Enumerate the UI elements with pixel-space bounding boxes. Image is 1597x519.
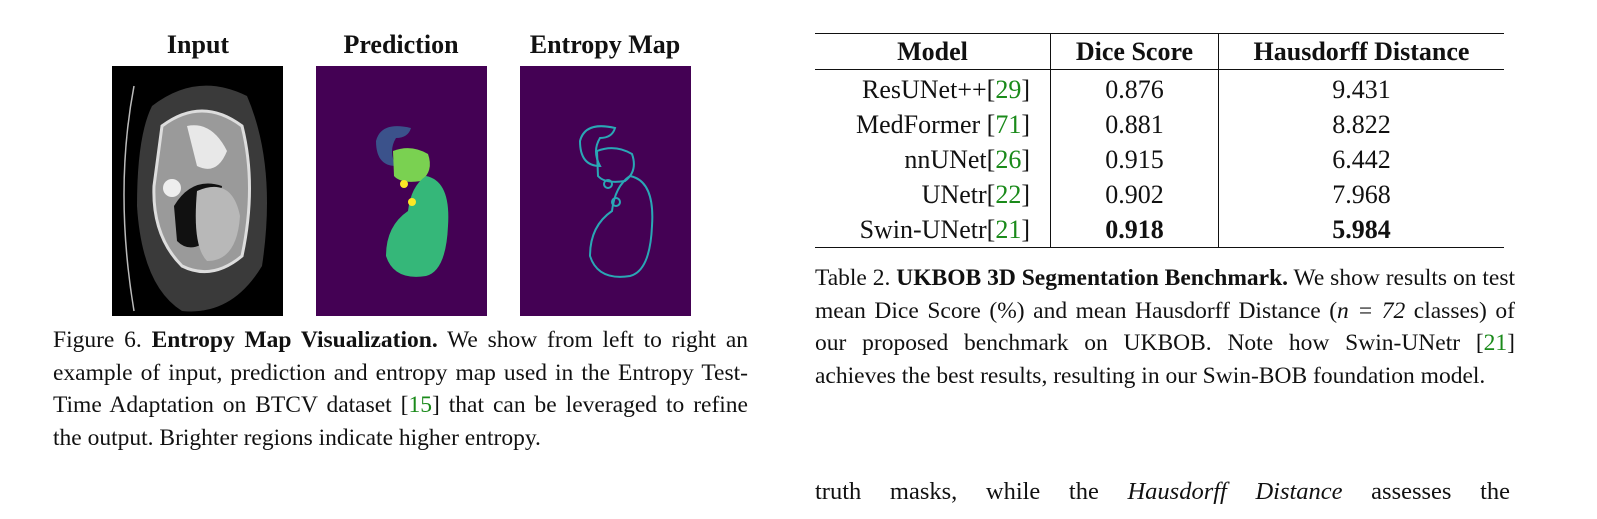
- model-name: Swin-UNetr: [859, 214, 987, 244]
- citation-link[interactable]: 26: [995, 144, 1022, 174]
- table-row: Swin-UNetr[21] 0.918 5.984: [815, 212, 1504, 248]
- caption-text: classes) of our proposed benchmark on UK…: [815, 297, 1515, 357]
- cell-dice: 0.876: [1050, 69, 1219, 107]
- body-text: truth masks, while the Hausdorff Distanc…: [815, 476, 1510, 509]
- panel-title-prediction: Prediction: [343, 30, 459, 59]
- caption-title: UKBOB 3D Segmentation Benchmark.: [896, 265, 1289, 291]
- caption-title: Entropy Map Visualization.: [151, 327, 438, 353]
- header-model: Model: [815, 33, 1051, 70]
- model-name: nnUNet: [904, 144, 987, 174]
- table-row: UNetr[22] 0.902 7.968: [815, 177, 1504, 212]
- figure-caption: Figure 6. Entropy Map Visualization. We …: [53, 324, 748, 454]
- cell-dice: 0.918: [1050, 212, 1219, 248]
- model-name: ResUNet++: [862, 74, 987, 104]
- body-text-part: assesses the: [1342, 478, 1510, 505]
- table-row: ResUNet++[29] 0.876 9.431: [815, 69, 1504, 107]
- citation-link[interactable]: 21: [1483, 330, 1508, 356]
- citation-link[interactable]: 15: [408, 392, 433, 418]
- caption-text: ] achieves the best results, resulting i…: [815, 330, 1515, 389]
- ct-input-image: [112, 66, 283, 316]
- cell-hausdorff: 6.442: [1332, 144, 1391, 174]
- body-text-part: truth masks, while the: [815, 478, 1128, 505]
- cell-hausdorff: 5.984: [1332, 214, 1391, 244]
- cell-model: Swin-UNetr[21]: [815, 212, 1051, 248]
- header-hausdorff: Hausdorff Distance: [1218, 33, 1504, 70]
- caption-math: n = 72: [1337, 297, 1406, 324]
- body-text-italic: Hausdorff Distance: [1127, 478, 1343, 505]
- model-name: UNetr: [921, 179, 987, 209]
- citation-link[interactable]: 71: [995, 109, 1022, 139]
- cell-hausdorff: 8.822: [1332, 109, 1391, 139]
- benchmark-table: Model Dice Score Hausdorff Distance ResU…: [815, 33, 1504, 248]
- cell-hausdorff: 9.431: [1332, 74, 1391, 104]
- cell-dice: 0.902: [1050, 177, 1219, 212]
- citation-link[interactable]: 22: [995, 179, 1022, 209]
- caption-text: We show results on test mean Dice Score …: [815, 265, 1515, 324]
- citation-link[interactable]: 29: [995, 74, 1022, 104]
- prediction-image: [316, 66, 487, 316]
- cell-model: MedFormer [71]: [815, 107, 1051, 142]
- table-row: MedFormer [71] 0.881 8.822: [815, 107, 1504, 142]
- table-row: nnUNet[26] 0.915 6.442: [815, 142, 1504, 177]
- caption-text: We show from left to right an example of…: [53, 327, 749, 418]
- panel-title-input: Input: [166, 30, 230, 59]
- sep: [980, 110, 987, 139]
- cell-model: nnUNet[26]: [815, 142, 1051, 177]
- cell-model: UNetr[22]: [815, 177, 1051, 212]
- cell-hausdorff: 7.968: [1332, 179, 1391, 209]
- cell-dice: 0.915: [1050, 142, 1219, 177]
- caption-text: ] that can be leveraged to refine the ou…: [53, 392, 748, 451]
- citation-link[interactable]: 21: [995, 214, 1022, 244]
- entropy-map-image: [520, 66, 691, 316]
- cell-dice: 0.881: [1050, 107, 1219, 142]
- cell-model: ResUNet++[29]: [815, 69, 1051, 107]
- model-name: MedFormer: [855, 109, 981, 139]
- caption-label: Table 2.: [815, 265, 891, 291]
- panel-title-entropy: Entropy Map: [529, 30, 681, 59]
- header-dice: Dice Score: [1050, 33, 1219, 70]
- caption-label: Figure 6.: [53, 327, 142, 353]
- table-caption: Table 2. UKBOB 3D Segmentation Benchmark…: [815, 262, 1515, 392]
